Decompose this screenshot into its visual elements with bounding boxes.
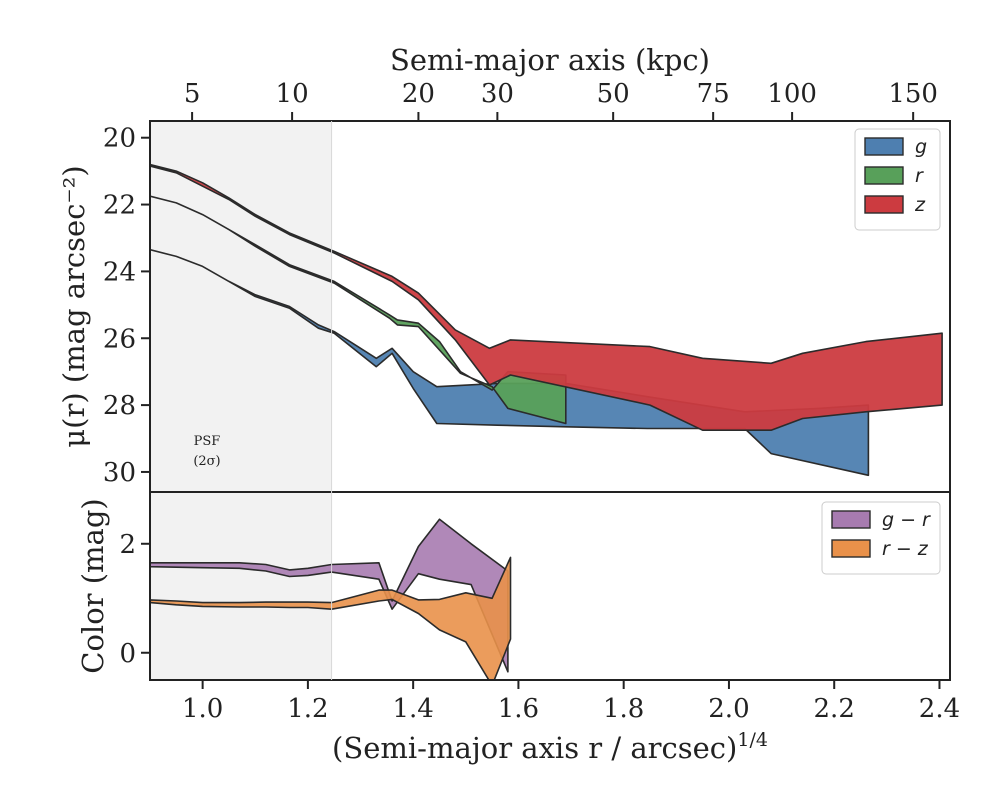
bottom-x-axis: 1.0 1.2 1.4 1.6 1.8 2.0 2.2 2.4 bbox=[182, 680, 960, 724]
band-bot-1 bbox=[150, 556, 512, 680]
top-xtick-label-6: 100 bbox=[767, 79, 817, 109]
top-series-group bbox=[150, 163, 943, 477]
top-xtick-label-3: 30 bbox=[481, 79, 514, 109]
top-xtick-label-7: 150 bbox=[888, 79, 938, 109]
top-panel: 20 22 24 26 28 30 5 10 20 30 50 75 100 150 Semi-majo… bbox=[57, 43, 951, 493]
bottom-xtick-label-1: 1.2 bbox=[287, 694, 328, 724]
top-legend-label-1: r bbox=[915, 165, 924, 187]
top-ytick-label-2: 24 bbox=[103, 257, 136, 287]
bot-legend-label-1: r − z bbox=[882, 538, 929, 560]
psf-region-bottom bbox=[150, 492, 332, 680]
top-ytick-label-5: 30 bbox=[103, 458, 136, 488]
bottom-y-axis-title: Color (mag) bbox=[76, 498, 110, 673]
bot-legend-swatch-0 bbox=[831, 510, 871, 529]
top-x-axis-title: Semi-major axis (kpc) bbox=[390, 43, 710, 77]
top-ytick-label-4: 28 bbox=[103, 391, 136, 421]
bottom-legend: g − r r − z bbox=[821, 501, 941, 575]
bottom-xtick-label-2: 1.4 bbox=[392, 694, 433, 724]
bot-legend-label-0: g − r bbox=[882, 509, 931, 531]
bot-legend-swatch-1 bbox=[831, 539, 871, 558]
top-legend: grz bbox=[854, 128, 941, 231]
top-legend-swatch-0 bbox=[864, 137, 904, 156]
top-secondary-x-axis: 5 10 20 30 50 75 100 150 bbox=[184, 79, 938, 121]
bottom-xtick-label-6: 2.2 bbox=[814, 694, 855, 724]
bottom-ytick-label-1: 2 bbox=[119, 530, 136, 560]
bottom-x-axis-title: (Semi-major axis r / arcsec)1/4 bbox=[332, 729, 768, 765]
bottom-xtick-label-5: 2.0 bbox=[708, 694, 749, 724]
band-top-1 bbox=[150, 195, 567, 425]
bottom-xtick-label-4: 1.8 bbox=[603, 694, 644, 724]
top-xtick-label-0: 5 bbox=[184, 79, 201, 109]
bottom-y-axis: 02 bbox=[119, 530, 150, 669]
top-legend-label-0: g bbox=[915, 136, 927, 158]
top-y-axis-title: μ(r) (mag arcsec⁻²) bbox=[57, 165, 91, 447]
bottom-xtick-label-0: 1.0 bbox=[182, 694, 223, 724]
top-ytick-label-0: 20 bbox=[103, 124, 136, 154]
top-legend-swatch-2 bbox=[864, 195, 904, 214]
bottom-series-group bbox=[150, 518, 512, 680]
psf-label: PSF (2σ) bbox=[193, 434, 220, 469]
psf-region bbox=[150, 121, 332, 492]
top-ytick-label-1: 22 bbox=[103, 191, 136, 221]
top-y-axis: 20 22 24 26 28 30 bbox=[103, 124, 150, 488]
top-ytick-label-3: 26 bbox=[103, 324, 136, 354]
bottom-xtick-label-7: 2.4 bbox=[919, 694, 960, 724]
bottom-panel-frame bbox=[149, 491, 951, 681]
top-xtick-label-5: 75 bbox=[697, 79, 730, 109]
bottom-panel: 02 1.0 1.2 1.4 1.6 1.8 2.0 2.2 2.4 Color (mag) … bbox=[76, 491, 960, 765]
band-top-2 bbox=[150, 163, 943, 431]
top-legend-label-2: z bbox=[914, 194, 926, 216]
top-xtick-label-4: 50 bbox=[597, 79, 630, 109]
top-xtick-label-2: 20 bbox=[402, 79, 435, 109]
top-legend-swatch-1 bbox=[864, 166, 904, 185]
psf-label-line2: (2σ) bbox=[193, 454, 220, 469]
psf-label-line1: PSF bbox=[194, 434, 221, 449]
top-xtick-label-1: 10 bbox=[276, 79, 309, 109]
band-bot-0 bbox=[150, 518, 509, 673]
bottom-xtick-label-3: 1.6 bbox=[498, 694, 539, 724]
bottom-ytick-label-0: 0 bbox=[119, 639, 136, 669]
